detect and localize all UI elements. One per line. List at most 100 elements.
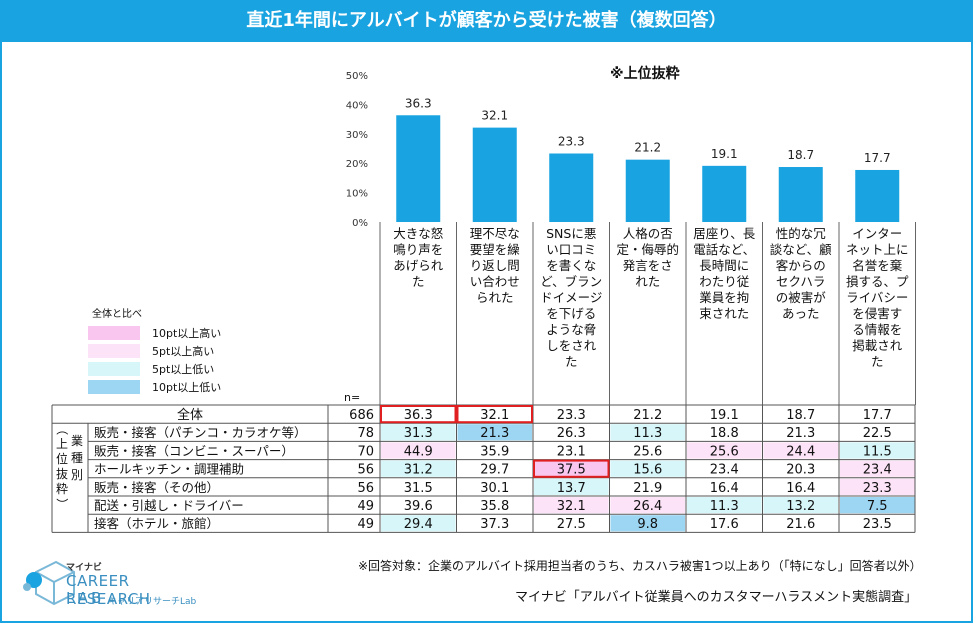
table-cell: 7.5 [867, 499, 888, 514]
table-cell: 30.1 [480, 481, 509, 496]
table-cell: 25.6 [710, 444, 739, 459]
category-label: 業員を拘 [699, 290, 749, 305]
group-label-char: 種 [71, 451, 83, 465]
n-value: 56 [357, 481, 374, 496]
cell-shade [610, 497, 685, 514]
legend-swatch [88, 326, 140, 340]
table-cell: 11.3 [633, 426, 662, 441]
category-label: 束された [699, 306, 749, 321]
footnote: ※回答対象：企業のアルバイト採用担当者のうち、カスハラ被害1つ以上あり（「特にな… [358, 559, 922, 573]
category-label: ドイメージ [540, 290, 602, 305]
category-label: ど、ブラン [540, 274, 602, 289]
cell-shade [534, 478, 609, 495]
chart-subtitle: ※上位抜粋 [610, 65, 680, 82]
cell-shade [534, 497, 609, 514]
y-tick-label: 30% [346, 130, 368, 141]
row-label: 販売・接客（コンビニ・スーパー） [94, 443, 294, 458]
cell-shade [840, 460, 915, 477]
legend-label: 5pt以上高い [152, 344, 214, 358]
cell-shade [457, 424, 532, 441]
y-tick-label: 20% [346, 159, 368, 170]
cell-shade [840, 497, 915, 514]
table-cell: 11.5 [863, 444, 892, 459]
logo-cube-icon [23, 560, 75, 606]
highlight-box [456, 405, 533, 424]
category-label: い合わせ [470, 274, 520, 289]
table-cell: 23.3 [557, 408, 586, 423]
cell-shade [687, 442, 762, 459]
group-label-char: 業 [71, 434, 83, 448]
table-cell: 39.6 [404, 499, 433, 514]
row-label: 配送・引越し・ドライバー [94, 498, 244, 513]
row-label: ホールキッチン・調理補助 [94, 462, 244, 477]
category-label: られた [476, 290, 514, 305]
logo-brand: マイナビ [66, 563, 102, 573]
table-cell: 26.4 [633, 499, 662, 514]
bar [549, 153, 594, 222]
category-label: 鳴り声を [393, 242, 443, 257]
bar [855, 169, 900, 222]
category-label: れた [635, 274, 660, 289]
cell-shade [381, 460, 456, 477]
category-label: い口コミ [546, 242, 596, 257]
category-label: 要望を繰 [470, 242, 521, 257]
category-label: 大きな怒 [393, 226, 444, 241]
group-label-char: 位 [56, 451, 68, 466]
cell-shade [840, 478, 915, 495]
y-tick-label: 10% [346, 189, 368, 200]
group-label-char: 別 [71, 468, 83, 482]
category-label: 掲載され [852, 338, 903, 353]
legend-label: 10pt以上高い [152, 326, 221, 340]
table-cell: 23.3 [863, 481, 892, 496]
category-label: る情報を [852, 322, 902, 337]
table-cell: 13.2 [786, 499, 815, 514]
legend-swatch [88, 344, 140, 358]
bar-value-label: 36.3 [405, 96, 432, 110]
legend-title: 全体と比べ [92, 307, 142, 320]
bar-value-label: 17.7 [864, 151, 891, 165]
cell-shade [840, 442, 915, 459]
source-note: マイナビ「アルバイト従業員へのカスタマーハラスメント実態調査」 [515, 590, 918, 605]
bar [778, 167, 823, 222]
cell-shade [381, 515, 456, 532]
category-label: ネット上に [846, 242, 909, 257]
category-label: 電話など、 [693, 242, 755, 257]
table-cell: 31.3 [404, 426, 433, 441]
category-label: しをされ [546, 338, 597, 353]
cell-shade [610, 515, 685, 532]
group-label-char: 上 [56, 437, 68, 451]
n-value: 686 [349, 408, 374, 423]
legend-swatch [88, 362, 140, 376]
table-cell: 23.4 [863, 463, 892, 478]
n-value: 49 [357, 499, 374, 514]
y-tick-label: 50% [346, 71, 368, 82]
category-label: あった [782, 306, 820, 321]
table-cell: 15.6 [633, 463, 662, 478]
n-value: 78 [357, 426, 374, 441]
cell-shade [763, 442, 838, 459]
category-label: を下げる [546, 306, 596, 321]
table-cell: 31.2 [404, 463, 433, 478]
table-cell: 21.3 [786, 426, 815, 441]
category-label: 人格の否 [623, 226, 673, 241]
bar-value-label: 19.1 [711, 147, 738, 161]
group-label-char: 抜 [56, 467, 68, 481]
category-label: た [412, 274, 425, 289]
page-title: 直近1年間にアルバイトが顧客から受けた被害（複数回答） [0, 0, 973, 42]
row-label-total: 全体 [177, 407, 203, 423]
row-label: 販売・接客（パチンコ・カラオケ等） [94, 425, 307, 440]
cell-shade [610, 424, 685, 441]
legend-label: 10pt以上低い [152, 381, 221, 394]
category-label: 発言をさ [623, 258, 673, 273]
group-label-char: 粋 [56, 482, 68, 496]
table-cell: 22.5 [863, 426, 892, 441]
bar-value-label: 21.2 [634, 141, 661, 155]
table-cell: 35.8 [480, 499, 509, 514]
bar [396, 115, 441, 222]
bar [625, 159, 670, 222]
group-label-char: （ [55, 423, 69, 435]
table-cell: 18.8 [710, 426, 739, 441]
logo: マイナビ CAREER RESEARCH LAB キャリアリサーチLab [16, 558, 216, 618]
logo-line1: CAREER RESEARCH [66, 572, 151, 608]
